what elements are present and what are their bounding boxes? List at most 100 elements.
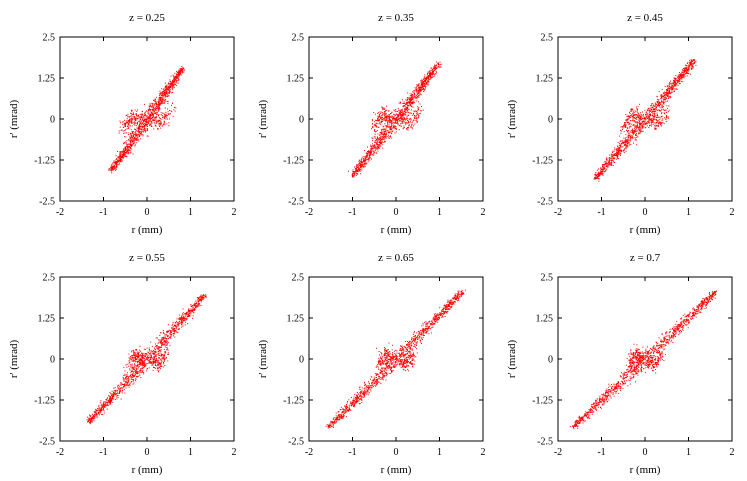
scatter-point	[380, 142, 382, 144]
x-tick-label: 0	[394, 207, 399, 218]
scatter-point	[680, 73, 682, 75]
scatter-point	[176, 76, 178, 78]
scatter-point	[601, 170, 603, 172]
scatter-point	[603, 164, 605, 166]
scatter-point	[394, 118, 396, 120]
scatter-point	[175, 78, 177, 80]
scatter-point	[357, 169, 359, 171]
scatter-point	[379, 115, 381, 117]
scatter-point	[127, 113, 129, 115]
scatter-point	[158, 105, 160, 107]
scatter-point	[180, 72, 182, 74]
scatter-point	[422, 84, 424, 86]
scatter-point	[684, 73, 686, 75]
scatter-point	[668, 109, 670, 111]
scatter-point	[359, 161, 361, 163]
scatter-point	[388, 117, 390, 119]
scatter-point	[129, 383, 131, 385]
scatter-point	[410, 104, 412, 106]
scatter-point	[99, 409, 101, 411]
scatter-point	[167, 330, 169, 332]
scatter-point	[179, 70, 181, 72]
scatter-point	[163, 122, 165, 124]
scatter-point	[353, 175, 355, 177]
scatter-point	[115, 168, 117, 170]
scatter-point	[434, 66, 436, 68]
scatter-point	[133, 140, 135, 142]
scatter-point	[123, 154, 125, 156]
scatter-point	[127, 379, 129, 381]
scatter-point	[174, 110, 176, 112]
scatter-point	[377, 123, 379, 125]
scatter-point	[175, 331, 177, 333]
scatter-point	[413, 102, 415, 104]
scatter-point	[612, 150, 614, 152]
scatter-point	[358, 159, 360, 161]
scatter-point	[621, 126, 623, 128]
scatter-point	[673, 83, 675, 85]
scatter-point	[656, 114, 658, 116]
scatter-point	[134, 352, 136, 354]
scatter-point	[123, 153, 125, 155]
scatter-point	[155, 118, 157, 120]
scatter-point	[421, 79, 423, 81]
scatter-point	[630, 115, 632, 117]
scatter-point	[411, 123, 413, 125]
scatter-point	[664, 117, 666, 119]
scatter-point	[157, 114, 159, 116]
scatter-point	[636, 144, 638, 146]
scatter-point	[627, 114, 629, 116]
scatter-point	[164, 101, 166, 103]
scatter-point	[160, 101, 162, 103]
scatter-point	[158, 108, 160, 110]
scatter-point	[603, 168, 605, 170]
scatter-point	[384, 123, 386, 125]
scatter-point	[418, 114, 420, 116]
scatter-point	[655, 119, 657, 121]
scatter-point	[597, 177, 599, 179]
scatter-point	[675, 77, 677, 79]
scatter-point	[379, 133, 381, 135]
scatter-point	[164, 121, 166, 123]
scatter-point	[143, 348, 145, 350]
scatter-point	[683, 71, 685, 73]
scatter-point	[636, 136, 638, 138]
scatter-point	[128, 116, 130, 118]
scatter-point	[138, 375, 140, 377]
scatter-point	[146, 124, 148, 126]
scatter-point	[171, 91, 173, 93]
scatter-point	[684, 67, 686, 69]
scatter-point	[648, 127, 650, 129]
scatter-point	[376, 145, 378, 147]
scatter-point	[150, 354, 152, 356]
scatter-point	[616, 156, 618, 158]
scatter-point	[386, 116, 388, 118]
scatter-point	[384, 125, 386, 127]
scatter-point	[351, 175, 353, 177]
scatter-point	[111, 400, 113, 402]
scatter-point	[137, 139, 139, 141]
scatter-point	[629, 115, 631, 117]
scatter-point	[364, 157, 366, 159]
scatter-point	[419, 88, 421, 90]
scatter-point	[120, 160, 122, 162]
scatter-point	[124, 132, 126, 134]
scatter-point	[659, 121, 661, 123]
scatter-point	[391, 137, 393, 139]
scatter-point	[173, 333, 175, 335]
scatter-point	[416, 96, 418, 98]
scatter-point	[122, 156, 124, 157]
scatter-point	[354, 172, 356, 174]
scatter-point	[656, 112, 658, 114]
scatter-point	[608, 160, 610, 162]
scatter-point	[143, 127, 145, 129]
scatter-point	[160, 97, 162, 99]
scatter-point	[136, 353, 138, 355]
scatter-point	[374, 145, 376, 147]
scatter-point	[383, 111, 385, 113]
scatter-point	[138, 120, 140, 122]
scatter-point	[652, 119, 654, 121]
scatter-point	[139, 138, 141, 140]
scatter-point	[157, 120, 159, 122]
scatter-point	[434, 65, 436, 67]
